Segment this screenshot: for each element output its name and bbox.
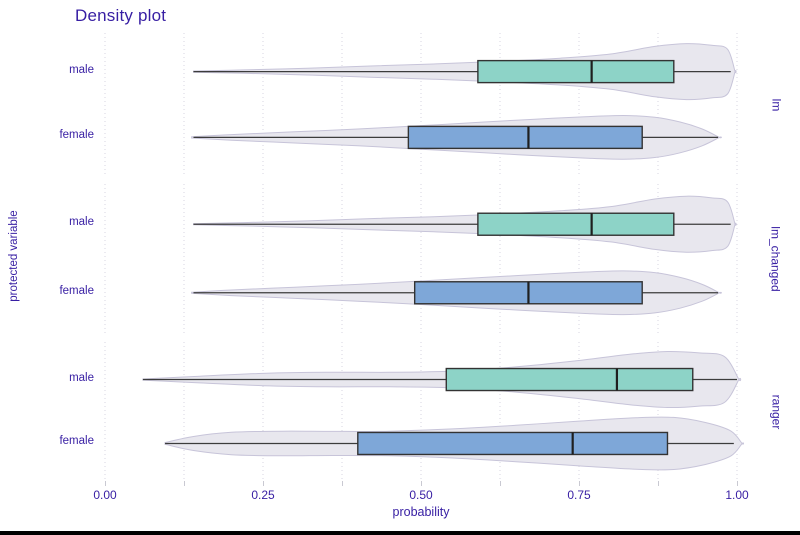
- x-tick-mark: [579, 481, 580, 486]
- y-category-label-female: female: [59, 435, 94, 448]
- x-tick-mark: [263, 481, 264, 486]
- x-tick-label: 0.50: [409, 488, 433, 502]
- x-tick-label: 0.00: [93, 488, 117, 502]
- chart-title: Density plot: [75, 6, 167, 25]
- boxplot-ranger-female: [357, 431, 669, 456]
- boxplot-lm-female: [407, 125, 643, 150]
- facet-panel-ranger: [96, 342, 756, 481]
- facet-panel-lm_changed: [96, 184, 756, 333]
- y-category-label-male: male: [69, 63, 94, 76]
- x-tick-mark: [184, 481, 185, 486]
- facet-strip-ranger: ranger: [756, 342, 796, 481]
- x-tick-label: 1.00: [725, 488, 749, 502]
- facet-strip-lm: lm: [756, 33, 796, 176]
- facet-strip-label: ranger: [769, 394, 783, 429]
- y-category-label-female: female: [59, 284, 94, 297]
- facet-strip-lm_changed: lm_changed: [756, 184, 796, 333]
- x-tick-label: 0.75: [567, 488, 591, 502]
- window-border: [0, 531, 800, 535]
- y-axis-title: protected variable: [8, 210, 20, 302]
- y-category-label-male: male: [69, 216, 94, 229]
- facet-strip-label: lm: [768, 98, 783, 111]
- facet-strip-label: lm_changed: [769, 225, 784, 292]
- x-tick-mark: [342, 481, 343, 486]
- y-category-label-male: male: [69, 371, 94, 384]
- boxplot-lm-male: [477, 59, 675, 84]
- x-tick-label: 0.25: [251, 488, 275, 502]
- x-tick-mark: [105, 481, 106, 486]
- x-tick-mark: [500, 481, 501, 486]
- x-tick-mark: [421, 481, 422, 486]
- facet-panel-lm: [96, 33, 756, 176]
- x-tick-mark: [737, 481, 738, 486]
- x-tick-mark: [658, 481, 659, 486]
- y-category-label-female: female: [59, 129, 94, 142]
- x-axis-title: probability: [392, 505, 450, 519]
- boxplot-ranger-male: [445, 367, 694, 392]
- boxplot-lm_changed-male: [477, 212, 675, 236]
